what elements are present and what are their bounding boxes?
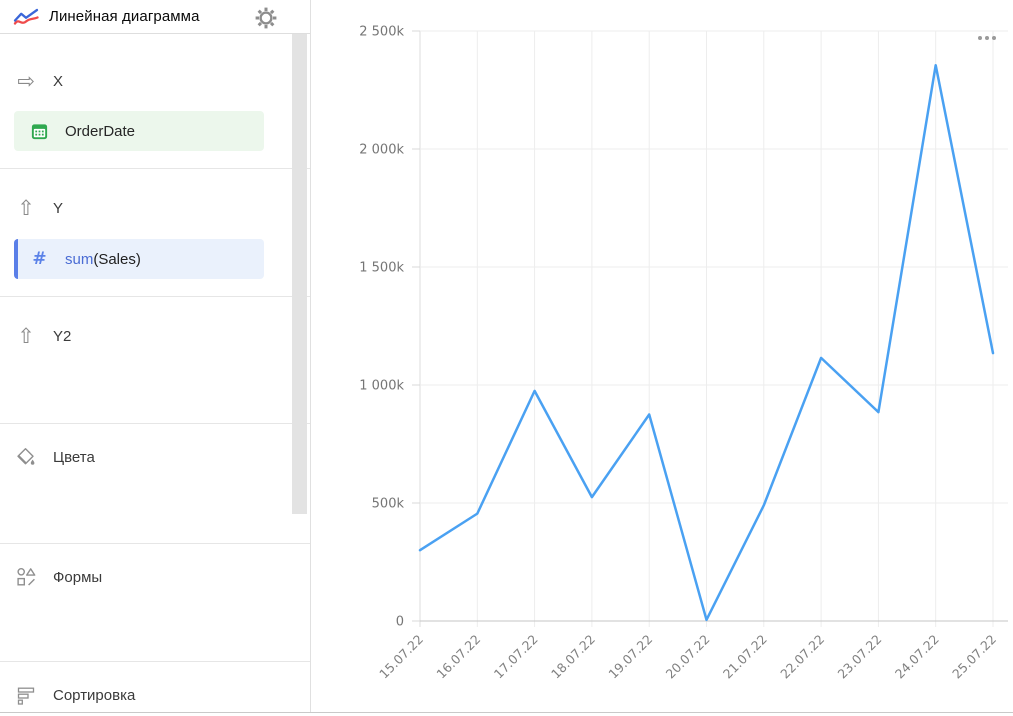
page-title: Линейная диаграмма <box>49 8 200 25</box>
calendar-icon <box>30 122 49 141</box>
x-axis-label: 25.07.22 <box>949 632 999 682</box>
section-x-header: ⇨ X <box>14 70 264 92</box>
section-label: Y <box>53 199 64 217</box>
section-sorting-dropzone[interactable]: Сортировка <box>0 662 310 716</box>
chart-menu-button[interactable] <box>974 31 1000 45</box>
section-x-dropzone[interactable]: ⇨ X OrderDate <box>0 34 310 169</box>
y-axis-label: 0 <box>396 615 404 630</box>
x-axis-label: 18.07.22 <box>548 632 598 682</box>
x-axis-label: 22.07.22 <box>777 632 827 682</box>
arrow-up-icon: ⇧ <box>17 324 35 348</box>
x-axis-label: 17.07.22 <box>491 632 541 682</box>
ellipsis-icon <box>978 36 982 40</box>
chart-pane: 15.07.22 16.07.22 17.07.22 18.07.22 19.07.22… <box>311 0 1013 716</box>
field-name: OrderDate <box>65 122 136 140</box>
section-sorting-header: Сортировка <box>14 684 264 706</box>
section-label: Y2 <box>53 327 72 345</box>
sidebar-header: Линейная диаграмма <box>0 0 310 34</box>
field-chip-orderdate[interactable]: OrderDate <box>14 111 264 151</box>
line-chart-icon <box>13 7 39 27</box>
y-axis-label: 1 000k <box>359 379 404 394</box>
x-axis-label: 21.07.22 <box>720 632 770 682</box>
section-y-header: ⇧ Y <box>14 197 264 219</box>
paint-bucket-icon <box>14 446 38 468</box>
x-axis-label: 16.07.22 <box>433 632 483 682</box>
section-y2-header: ⇧ Y2 <box>14 325 264 347</box>
sort-bars-icon <box>14 684 38 706</box>
x-axis-label: 23.07.22 <box>835 632 885 682</box>
hash-icon: # <box>32 249 47 269</box>
y-axis-label: 1 500k <box>359 261 404 276</box>
field-chip-sum-sales[interactable]: # sum(Sales) <box>14 239 264 279</box>
line-chart: 15.07.22 16.07.22 17.07.22 18.07.22 19.07.22… <box>359 25 1008 682</box>
section-y2-dropzone[interactable]: ⇧ Y2 <box>0 297 310 424</box>
section-colors-dropzone[interactable]: Цвета <box>0 424 310 544</box>
y-axis-label: 2 500k <box>359 25 404 40</box>
section-label: Цвета <box>53 448 95 466</box>
gear-icon <box>254 7 278 33</box>
y-axis-label: 500k <box>372 497 405 512</box>
section-shapes-dropzone[interactable]: Формы <box>0 544 310 662</box>
section-label: X <box>53 72 64 90</box>
section-label: Сортировка <box>53 686 136 704</box>
section-label: Формы <box>53 568 103 586</box>
section-shapes-header: Формы <box>14 566 264 588</box>
sidebar-scroll-area: ⇨ X OrderDate <box>0 34 310 716</box>
y-axis-label: 2 000k <box>359 143 404 158</box>
series-line[interactable] <box>418 63 995 622</box>
x-axis-label: 15.07.22 <box>376 632 426 682</box>
section-colors-header: Цвета <box>14 446 264 468</box>
section-y-dropzone[interactable]: ⇧ Y # sum(Sales) <box>0 169 310 297</box>
sidebar: Линейная диаграмма <box>0 0 311 716</box>
arrow-up-icon: ⇧ <box>17 196 35 220</box>
x-axis-label: 19.07.22 <box>605 632 655 682</box>
shapes-icon <box>14 566 38 588</box>
x-axis-label: 20.07.22 <box>663 632 713 682</box>
sidebar-scrollbar[interactable] <box>292 34 307 514</box>
arrow-right-icon: ⇨ <box>17 69 35 93</box>
field-name: sum(Sales) <box>65 250 141 268</box>
x-axis-label: 24.07.22 <box>892 632 942 682</box>
window-bottom-edge <box>0 712 1013 716</box>
settings-button[interactable] <box>254 6 278 30</box>
